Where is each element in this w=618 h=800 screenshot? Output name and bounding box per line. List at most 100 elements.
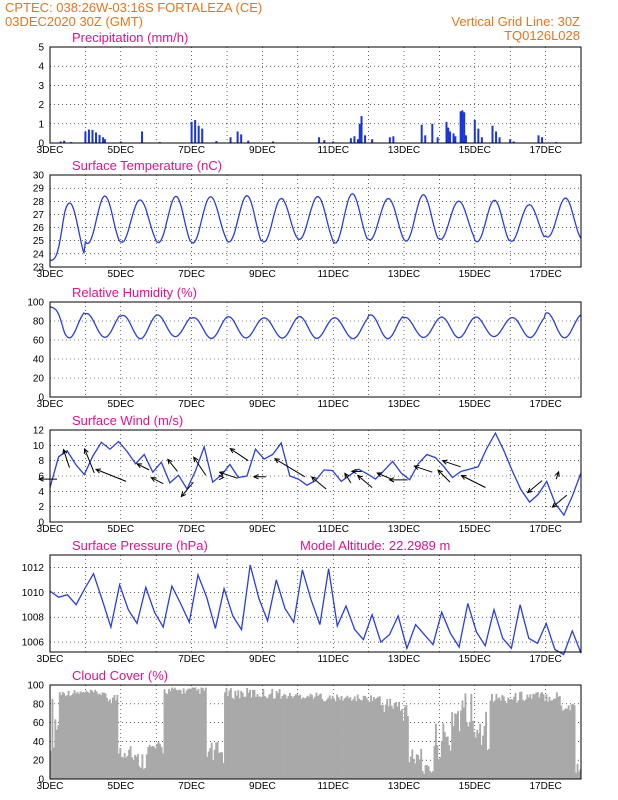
y-tick-label: 27 — [33, 210, 45, 221]
cloud-column — [60, 695, 63, 779]
cloud-column — [260, 697, 263, 779]
cloud-column — [452, 726, 455, 779]
precip-bar — [371, 139, 374, 143]
cloud-column — [448, 745, 451, 779]
x-tick-label: 3DEC — [37, 524, 64, 535]
cloud-column — [434, 723, 437, 779]
cloud-column — [253, 689, 256, 779]
cloud-column — [272, 698, 275, 779]
cloud-column — [219, 752, 222, 779]
cloud-column — [134, 755, 136, 779]
cloud-column — [147, 747, 150, 779]
cloud-column — [529, 694, 532, 779]
cloud-column — [100, 695, 103, 779]
cloud-column — [554, 698, 557, 779]
panel-title: Relative Humidity (%) — [72, 285, 197, 300]
panel-title: Precipitation (mm/h) — [72, 30, 188, 45]
wind-arrow — [37, 476, 58, 482]
cloud-column — [532, 693, 535, 779]
cloud-column — [85, 690, 88, 779]
wind-arrow — [218, 471, 238, 479]
x-tick-label: 15DEC — [459, 269, 491, 280]
cloud-column — [451, 712, 454, 779]
cloud-column — [165, 693, 167, 779]
precip-bar — [447, 127, 450, 143]
cloud-column — [445, 737, 448, 779]
cloud-column — [510, 699, 513, 779]
x-tick-label: 9DEC — [249, 524, 276, 535]
cloud-column — [501, 695, 504, 779]
rh-series-line — [49, 306, 582, 340]
cloud-column — [319, 693, 322, 779]
cloud-column — [367, 700, 370, 779]
cloud-column — [347, 698, 350, 779]
wind-arrow-shaft — [377, 472, 392, 480]
precip-bar — [215, 141, 218, 143]
precip-bar — [229, 137, 232, 143]
x-tick-label: 15DEC — [459, 399, 491, 410]
y-tick-label: 29 — [33, 184, 45, 195]
precip-bar — [141, 131, 144, 143]
cloud-column — [232, 699, 235, 779]
y-tick-label: 1006 — [22, 638, 45, 649]
x-tick-label: 17DEC — [529, 145, 561, 156]
cloud-column — [514, 693, 517, 779]
wind-arrow — [554, 470, 560, 480]
precip-bar — [392, 136, 395, 143]
cloud-column — [362, 695, 365, 779]
cloud-column — [69, 696, 72, 779]
precip-bar — [91, 129, 94, 143]
cloud-column — [175, 689, 178, 779]
cloud-column — [411, 749, 414, 779]
cloud-column — [460, 710, 462, 779]
cloud-column — [544, 701, 547, 779]
panel-frame — [49, 684, 582, 780]
cloud-column — [111, 697, 114, 779]
x-tick-label: 17DEC — [529, 781, 561, 792]
cloud-column — [201, 688, 204, 779]
x-tick-label: 11DEC — [317, 269, 349, 280]
cloud-column — [423, 773, 426, 779]
wind-arrow-head — [310, 476, 317, 482]
precip-bar — [498, 137, 501, 143]
cloud-column — [88, 693, 91, 779]
wind-arrow-head — [229, 448, 236, 454]
x-tick-label: 15DEC — [459, 145, 491, 156]
cloud-column — [67, 690, 70, 779]
cloud-column — [486, 750, 489, 779]
cloud-column — [396, 706, 399, 779]
cloud-column — [547, 701, 549, 779]
panel-pressure: Surface Pressure (hPa) Model Altitude: 22… — [22, 538, 582, 665]
cloud-column — [216, 742, 219, 779]
wind-arrow-shaft — [442, 460, 461, 468]
cloud-column — [461, 700, 464, 779]
cloud-column — [561, 710, 564, 779]
cloud-column — [109, 699, 111, 779]
y-tick-label: 40 — [33, 737, 45, 748]
wind-arrow-shaft — [95, 468, 127, 482]
y-tick-label: 0 — [38, 518, 44, 529]
cloud-column — [533, 694, 536, 779]
cloud-column — [75, 693, 77, 779]
cloud-column — [564, 708, 567, 779]
cloud-column — [507, 697, 510, 779]
cloud-column — [324, 701, 327, 779]
cloud-column — [80, 692, 83, 779]
cloud-column — [249, 689, 252, 779]
cloud-column — [390, 705, 393, 779]
cloud-column — [269, 693, 272, 779]
cloud-column — [570, 704, 573, 779]
cloud-column — [268, 694, 271, 779]
cloud-column — [318, 694, 321, 779]
cloud-column — [265, 697, 268, 779]
precip-bar — [272, 141, 275, 143]
cloud-column — [197, 688, 200, 779]
cloud-column — [187, 688, 190, 779]
y-tick-label: 23 — [33, 263, 45, 274]
precip-bar — [84, 131, 87, 143]
cloud-column — [463, 707, 465, 779]
cloud-column — [185, 690, 188, 779]
cloud-column — [156, 743, 159, 779]
wind-arrow — [350, 468, 362, 475]
precip-bar — [236, 131, 239, 143]
